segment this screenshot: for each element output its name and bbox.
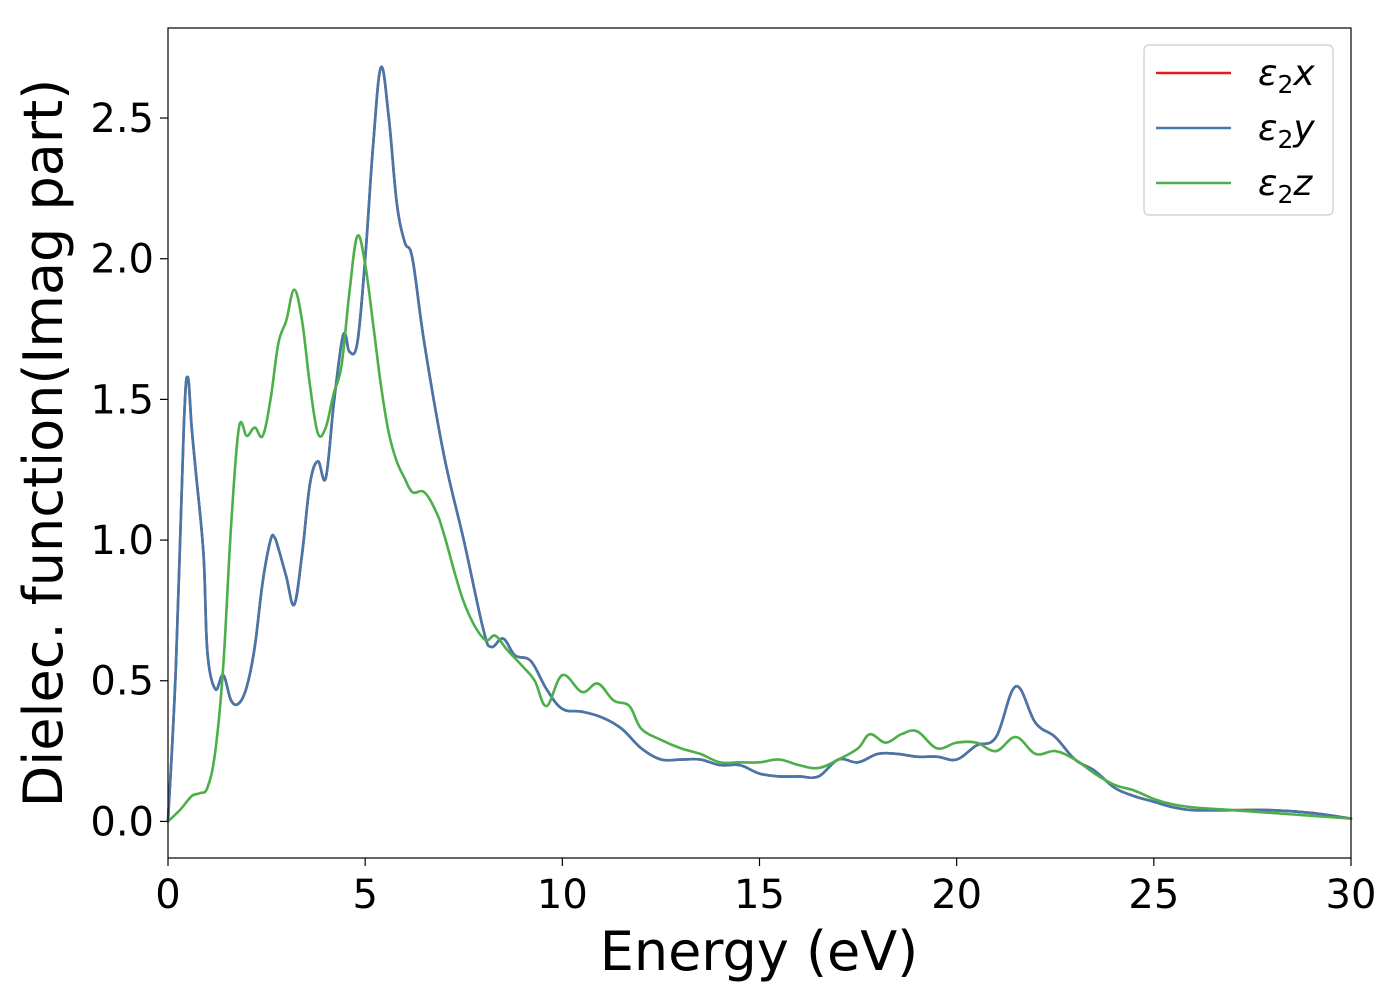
legend-box: [1143, 44, 1334, 216]
y-tick-label: 2.0: [90, 237, 154, 283]
x-tick-label: 25: [1128, 872, 1179, 918]
legend-label: ε2x: [1258, 53, 1315, 99]
y-tick-label: 1.0: [90, 518, 154, 564]
legend-label: ε2y: [1258, 108, 1315, 154]
y-tick-label: 1.5: [90, 377, 154, 423]
x-tick-label: 20: [931, 872, 982, 918]
x-tick-label: 30: [1326, 872, 1377, 918]
y-axis-title: Dielec. function(Imag part): [12, 79, 75, 808]
x-tick-label: 5: [352, 872, 377, 918]
x-axis: 0 5 10 15 20 25 30: [155, 858, 1376, 918]
x-tick-label: 0: [155, 872, 180, 918]
series-line-2: [166, 65, 1353, 823]
legend: ε2x ε2y ε2z: [1143, 44, 1334, 216]
series-line-3: [166, 234, 1353, 823]
y-tick-label: 2.5: [90, 96, 154, 142]
x-tick-label: 15: [734, 872, 785, 918]
series-layer: [166, 65, 1353, 823]
x-tick-label: 10: [537, 872, 588, 918]
y-axis: 0.0 0.5 1.0 1.5 2.0 2.5: [90, 96, 168, 845]
y-tick-label: 0.0: [90, 799, 154, 845]
y-tick-label: 0.5: [90, 659, 154, 705]
legend-label: ε2z: [1258, 163, 1313, 209]
x-axis-title: Energy (eV): [600, 920, 919, 983]
